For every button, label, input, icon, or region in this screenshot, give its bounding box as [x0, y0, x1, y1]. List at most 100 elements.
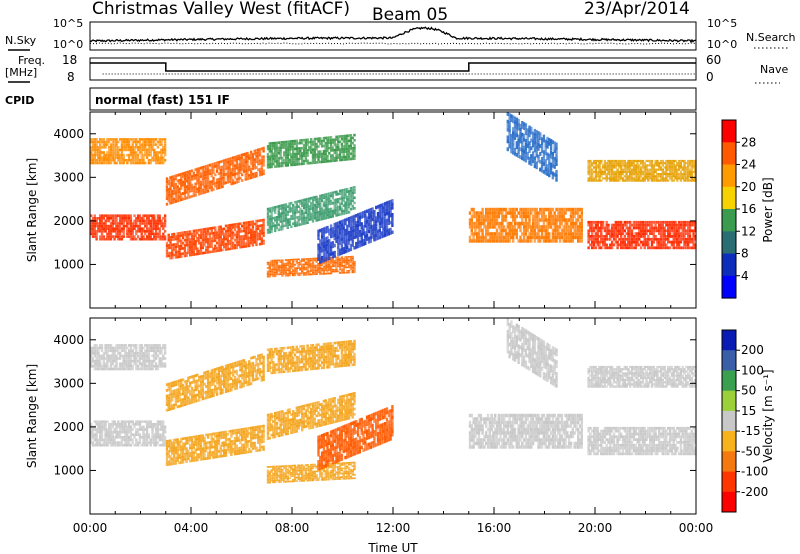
echo-cell — [575, 225, 578, 229]
echo-cell — [115, 138, 118, 141]
echo-cell — [97, 140, 100, 144]
echo-cell — [658, 164, 661, 167]
echo-cell — [272, 275, 275, 278]
echo-cell — [326, 262, 329, 264]
echo-cell — [656, 175, 659, 178]
echo-cell — [206, 184, 210, 187]
echo-cell — [512, 235, 515, 240]
echo-cell — [235, 241, 238, 244]
echo-cell — [335, 190, 338, 194]
echo-cell — [215, 249, 219, 253]
echo-cell — [311, 143, 315, 146]
echo-cell — [643, 175, 646, 178]
echo-cell — [295, 160, 298, 164]
echo-cell — [167, 233, 170, 237]
echo-cell — [149, 237, 152, 241]
echo-cell — [205, 176, 208, 179]
echo-cell — [670, 162, 674, 165]
echo-cell — [317, 213, 320, 216]
echo-cell — [174, 235, 178, 238]
echo-cell — [171, 235, 174, 239]
echo-cell — [656, 179, 659, 182]
echo-cell — [279, 225, 282, 229]
echo-cell — [138, 161, 142, 165]
echo-cell — [295, 216, 298, 219]
echo-cell — [688, 235, 692, 238]
echo-cell — [508, 124, 511, 129]
echo-cell — [549, 154, 553, 159]
echo-cell — [373, 220, 376, 224]
echo-cell — [391, 230, 394, 234]
echo-cell — [474, 225, 477, 229]
echo-cell — [257, 219, 260, 223]
echo-cell — [171, 243, 174, 247]
echo-cell — [319, 273, 322, 275]
echo-cell — [351, 229, 354, 233]
echo-cell — [524, 139, 528, 143]
echo-cell — [620, 170, 623, 173]
echo-cell — [109, 146, 113, 149]
echo-cell — [113, 227, 116, 230]
echo-cell — [232, 173, 235, 177]
echo-cell — [115, 148, 118, 152]
echo-cell — [165, 177, 169, 181]
echo-cell — [609, 162, 612, 165]
echo-cell — [221, 182, 224, 186]
echo-cell — [375, 237, 378, 241]
echo-cell — [293, 158, 297, 161]
echo-band — [317, 199, 394, 264]
echo-cell — [102, 146, 105, 149]
echo-cell — [612, 159, 616, 163]
echo-cell — [351, 191, 354, 195]
y-tick-label: 3000 — [53, 170, 84, 184]
echo-cell — [342, 240, 345, 244]
echo-cell — [268, 215, 271, 218]
echo-cell — [156, 232, 160, 236]
echo-cell — [594, 235, 598, 238]
echo-cell — [618, 223, 621, 227]
echo-cell — [180, 255, 183, 258]
echo-cell — [306, 259, 309, 262]
echo-cell — [131, 153, 134, 157]
echo-cell — [521, 148, 524, 153]
echo-cell — [135, 219, 138, 223]
echo-cell — [242, 161, 246, 165]
echo-cell — [206, 251, 210, 254]
echo-cell — [153, 237, 156, 241]
echo-cell — [490, 211, 493, 215]
echo-cell — [351, 215, 354, 219]
echo-cell — [140, 227, 143, 230]
echo-cell — [277, 266, 280, 269]
echo-cell — [344, 155, 347, 159]
echo-cell — [553, 161, 556, 165]
echo-cell — [205, 235, 208, 239]
echo-cell — [228, 174, 231, 178]
echo-cell — [681, 223, 684, 227]
echo-cell — [476, 211, 479, 215]
echo-cell — [281, 217, 284, 220]
echo-cell — [135, 146, 138, 149]
echo-cell — [347, 234, 351, 238]
echo-cell — [587, 237, 590, 241]
echo-cell — [242, 240, 246, 243]
echo-cell — [299, 162, 302, 166]
echo-cell — [600, 237, 603, 241]
echo-cell — [618, 177, 621, 180]
echo-cell — [270, 160, 273, 163]
nave-tick-top: 60 — [706, 53, 721, 67]
echo-cell — [337, 245, 340, 250]
echo-cell — [676, 243, 679, 247]
echo-cell — [292, 163, 295, 167]
echo-cell — [578, 214, 582, 219]
echo-cell — [140, 156, 143, 159]
echo-cell — [129, 219, 133, 223]
echo-cell — [623, 179, 626, 182]
echo-cell — [158, 217, 161, 220]
echo-cell — [384, 233, 387, 237]
echo-cell — [530, 158, 533, 162]
echo-cell — [692, 223, 695, 227]
echo-cell — [591, 179, 594, 182]
echo-cell — [349, 257, 353, 260]
echo-cell — [176, 193, 179, 197]
